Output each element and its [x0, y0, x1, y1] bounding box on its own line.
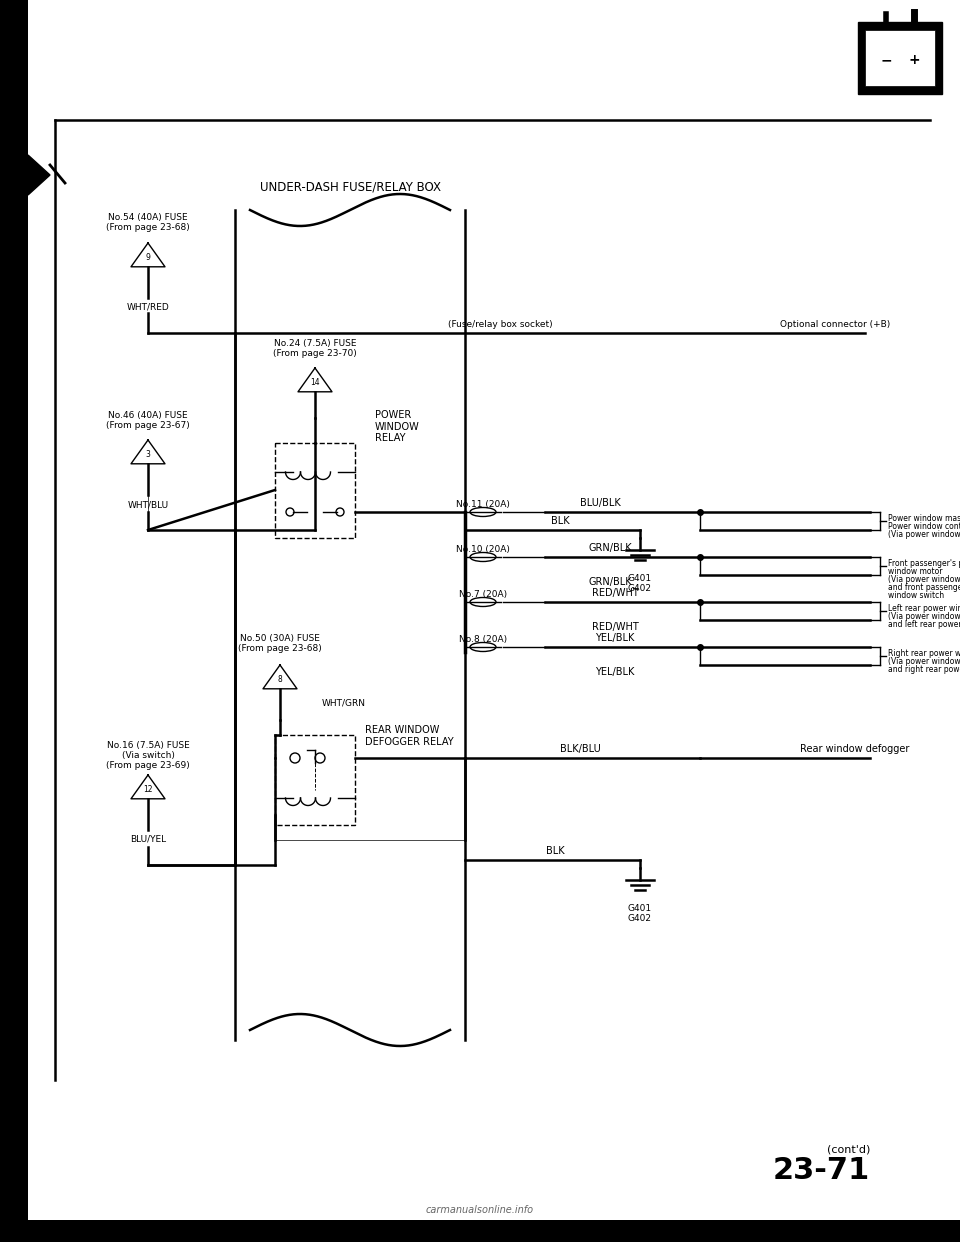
Text: WHT/GRN: WHT/GRN [322, 698, 366, 708]
Text: No.54 (40A) FUSE: No.54 (40A) FUSE [108, 212, 188, 222]
Text: G401: G401 [628, 904, 652, 913]
Text: window motor: window motor [888, 568, 943, 576]
Text: (Via power window master switch: (Via power window master switch [888, 575, 960, 584]
Text: +: + [908, 53, 920, 67]
Text: (From page 23-70): (From page 23-70) [274, 349, 357, 358]
Text: Front passenger's power: Front passenger's power [888, 559, 960, 568]
Text: No.8 (20A): No.8 (20A) [459, 635, 507, 645]
Text: (Via power window master switch: (Via power window master switch [888, 612, 960, 621]
Text: G402: G402 [628, 914, 652, 923]
Text: 9: 9 [146, 253, 151, 262]
Bar [0, 0, 28, 1242]
Text: BLU/YEL: BLU/YEL [130, 835, 166, 845]
Text: 12: 12 [143, 785, 153, 794]
Text: Rear window defogger: Rear window defogger [800, 744, 909, 754]
Text: Right rear power window motor: Right rear power window motor [888, 650, 960, 658]
Text: 23-71: 23-71 [773, 1156, 870, 1185]
Text: POWER
WINDOW
RELAY: POWER WINDOW RELAY [375, 410, 420, 443]
Text: No.16 (7.5A) FUSE: No.16 (7.5A) FUSE [107, 741, 189, 750]
Text: No.11 (20A): No.11 (20A) [456, 501, 510, 509]
Text: Left rear power window motor: Left rear power window motor [888, 604, 960, 614]
Text: G402: G402 [628, 584, 652, 592]
Text: (cont'd): (cont'd) [827, 1145, 870, 1155]
Text: WHT/BLU: WHT/BLU [128, 501, 169, 509]
Text: (Via switch): (Via switch) [122, 751, 175, 760]
Text: 3: 3 [146, 450, 151, 460]
Bar [275, 735, 355, 825]
Text: −: − [880, 53, 892, 67]
Text: 14: 14 [310, 378, 320, 388]
Text: (Via power window master switch: (Via power window master switch [888, 657, 960, 666]
Text: RED/WHT: RED/WHT [591, 587, 638, 597]
Text: BLU/BLK: BLU/BLK [580, 498, 620, 508]
Text: (From page 23-69): (From page 23-69) [107, 761, 190, 770]
Bar [0, 1220, 960, 1242]
Text: No.50 (30A) FUSE: No.50 (30A) FUSE [240, 633, 320, 643]
Text: (Via power window master switch): (Via power window master switch) [888, 530, 960, 539]
Text: No.46 (40A) FUSE: No.46 (40A) FUSE [108, 411, 188, 420]
Text: (From page 23-68): (From page 23-68) [238, 645, 322, 653]
Polygon shape [28, 155, 50, 195]
Text: YEL/BLK: YEL/BLK [595, 667, 635, 677]
Text: and right rear power window switch): and right rear power window switch) [888, 664, 960, 674]
Text: (Fuse/relay box socket): (Fuse/relay box socket) [447, 320, 552, 329]
Text: 8: 8 [277, 674, 282, 684]
Text: REAR WINDOW
DEFOGGER RELAY: REAR WINDOW DEFOGGER RELAY [365, 725, 454, 746]
Text: No.7 (20A): No.7 (20A) [459, 590, 507, 599]
Bar [858, 22, 942, 94]
Text: GRN/BLK: GRN/BLK [588, 578, 632, 587]
Text: and front passenger's power: and front passenger's power [888, 582, 960, 592]
Text: GRN/BLK: GRN/BLK [588, 543, 632, 553]
Text: No.24 (7.5A) FUSE: No.24 (7.5A) FUSE [274, 339, 356, 348]
Text: (From page 23-68): (From page 23-68) [107, 224, 190, 232]
Text: Power window control unit: Power window control unit [888, 522, 960, 532]
Text: Power window master switch: Power window master switch [888, 514, 960, 523]
Text: BLK: BLK [551, 515, 569, 527]
Text: carmanualsonline.info: carmanualsonline.info [426, 1205, 534, 1215]
Text: BLK/BLU: BLK/BLU [560, 744, 600, 754]
Text: window switch        ): window switch ) [888, 591, 960, 600]
Bar [275, 442, 355, 538]
Text: BLK: BLK [545, 846, 564, 856]
Text: Optional connector (+B): Optional connector (+B) [780, 320, 890, 329]
Text: (From page 23-67): (From page 23-67) [107, 421, 190, 430]
Text: and left rear power window switch): and left rear power window switch) [888, 620, 960, 628]
Text: RED/WHT: RED/WHT [591, 622, 638, 632]
Text: YEL/BLK: YEL/BLK [595, 633, 635, 643]
Bar [865, 30, 935, 86]
Text: G401: G401 [628, 574, 652, 582]
Text: WHT/RED: WHT/RED [127, 303, 169, 312]
Text: UNDER-DASH FUSE/RELAY BOX: UNDER-DASH FUSE/RELAY BOX [259, 180, 441, 193]
Text: No.10 (20A): No.10 (20A) [456, 545, 510, 554]
